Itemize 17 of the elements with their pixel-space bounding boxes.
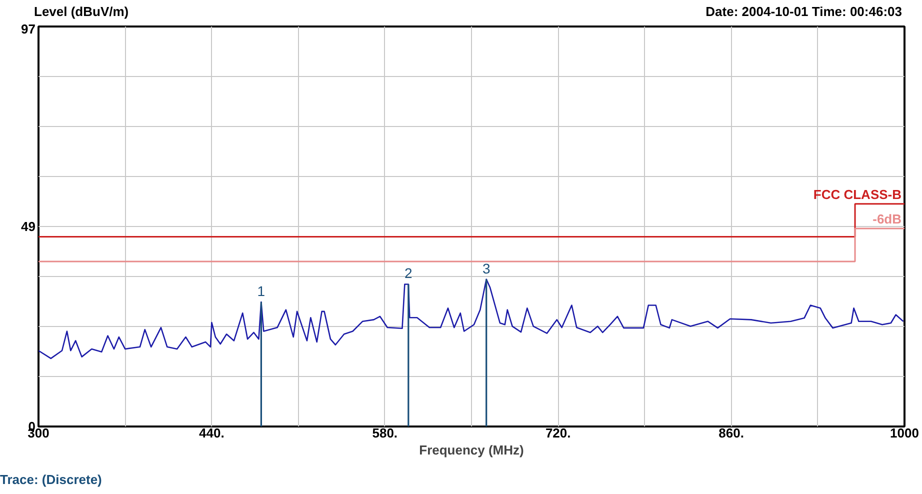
x-axis-title: Frequency (MHz) (419, 442, 524, 458)
line-series (38, 278, 904, 360)
series-label: FCC CLASS-B (813, 186, 902, 202)
x-tick-label: 720. (545, 426, 571, 440)
annotation: 3 (482, 260, 490, 276)
annotation: 2 (404, 265, 413, 282)
x-tick-label: 1000 (890, 426, 919, 440)
text: Date: 2004-10-01 Time: 00:46:03 (706, 3, 902, 21)
y-tick-label: 97 (21, 22, 36, 36)
text: Trace: (Discrete) (0, 472, 102, 488)
x-tick-label: 440. (199, 426, 224, 440)
x-tick-label: 860. (718, 426, 744, 440)
series-label: -6dB (872, 212, 902, 227)
x-tick-label: 580. (372, 426, 398, 440)
y-axis-title: Level (dBuV/m) (34, 3, 129, 21)
annotation: 1 (257, 282, 266, 299)
y-tick-label: 49 (21, 219, 36, 234)
